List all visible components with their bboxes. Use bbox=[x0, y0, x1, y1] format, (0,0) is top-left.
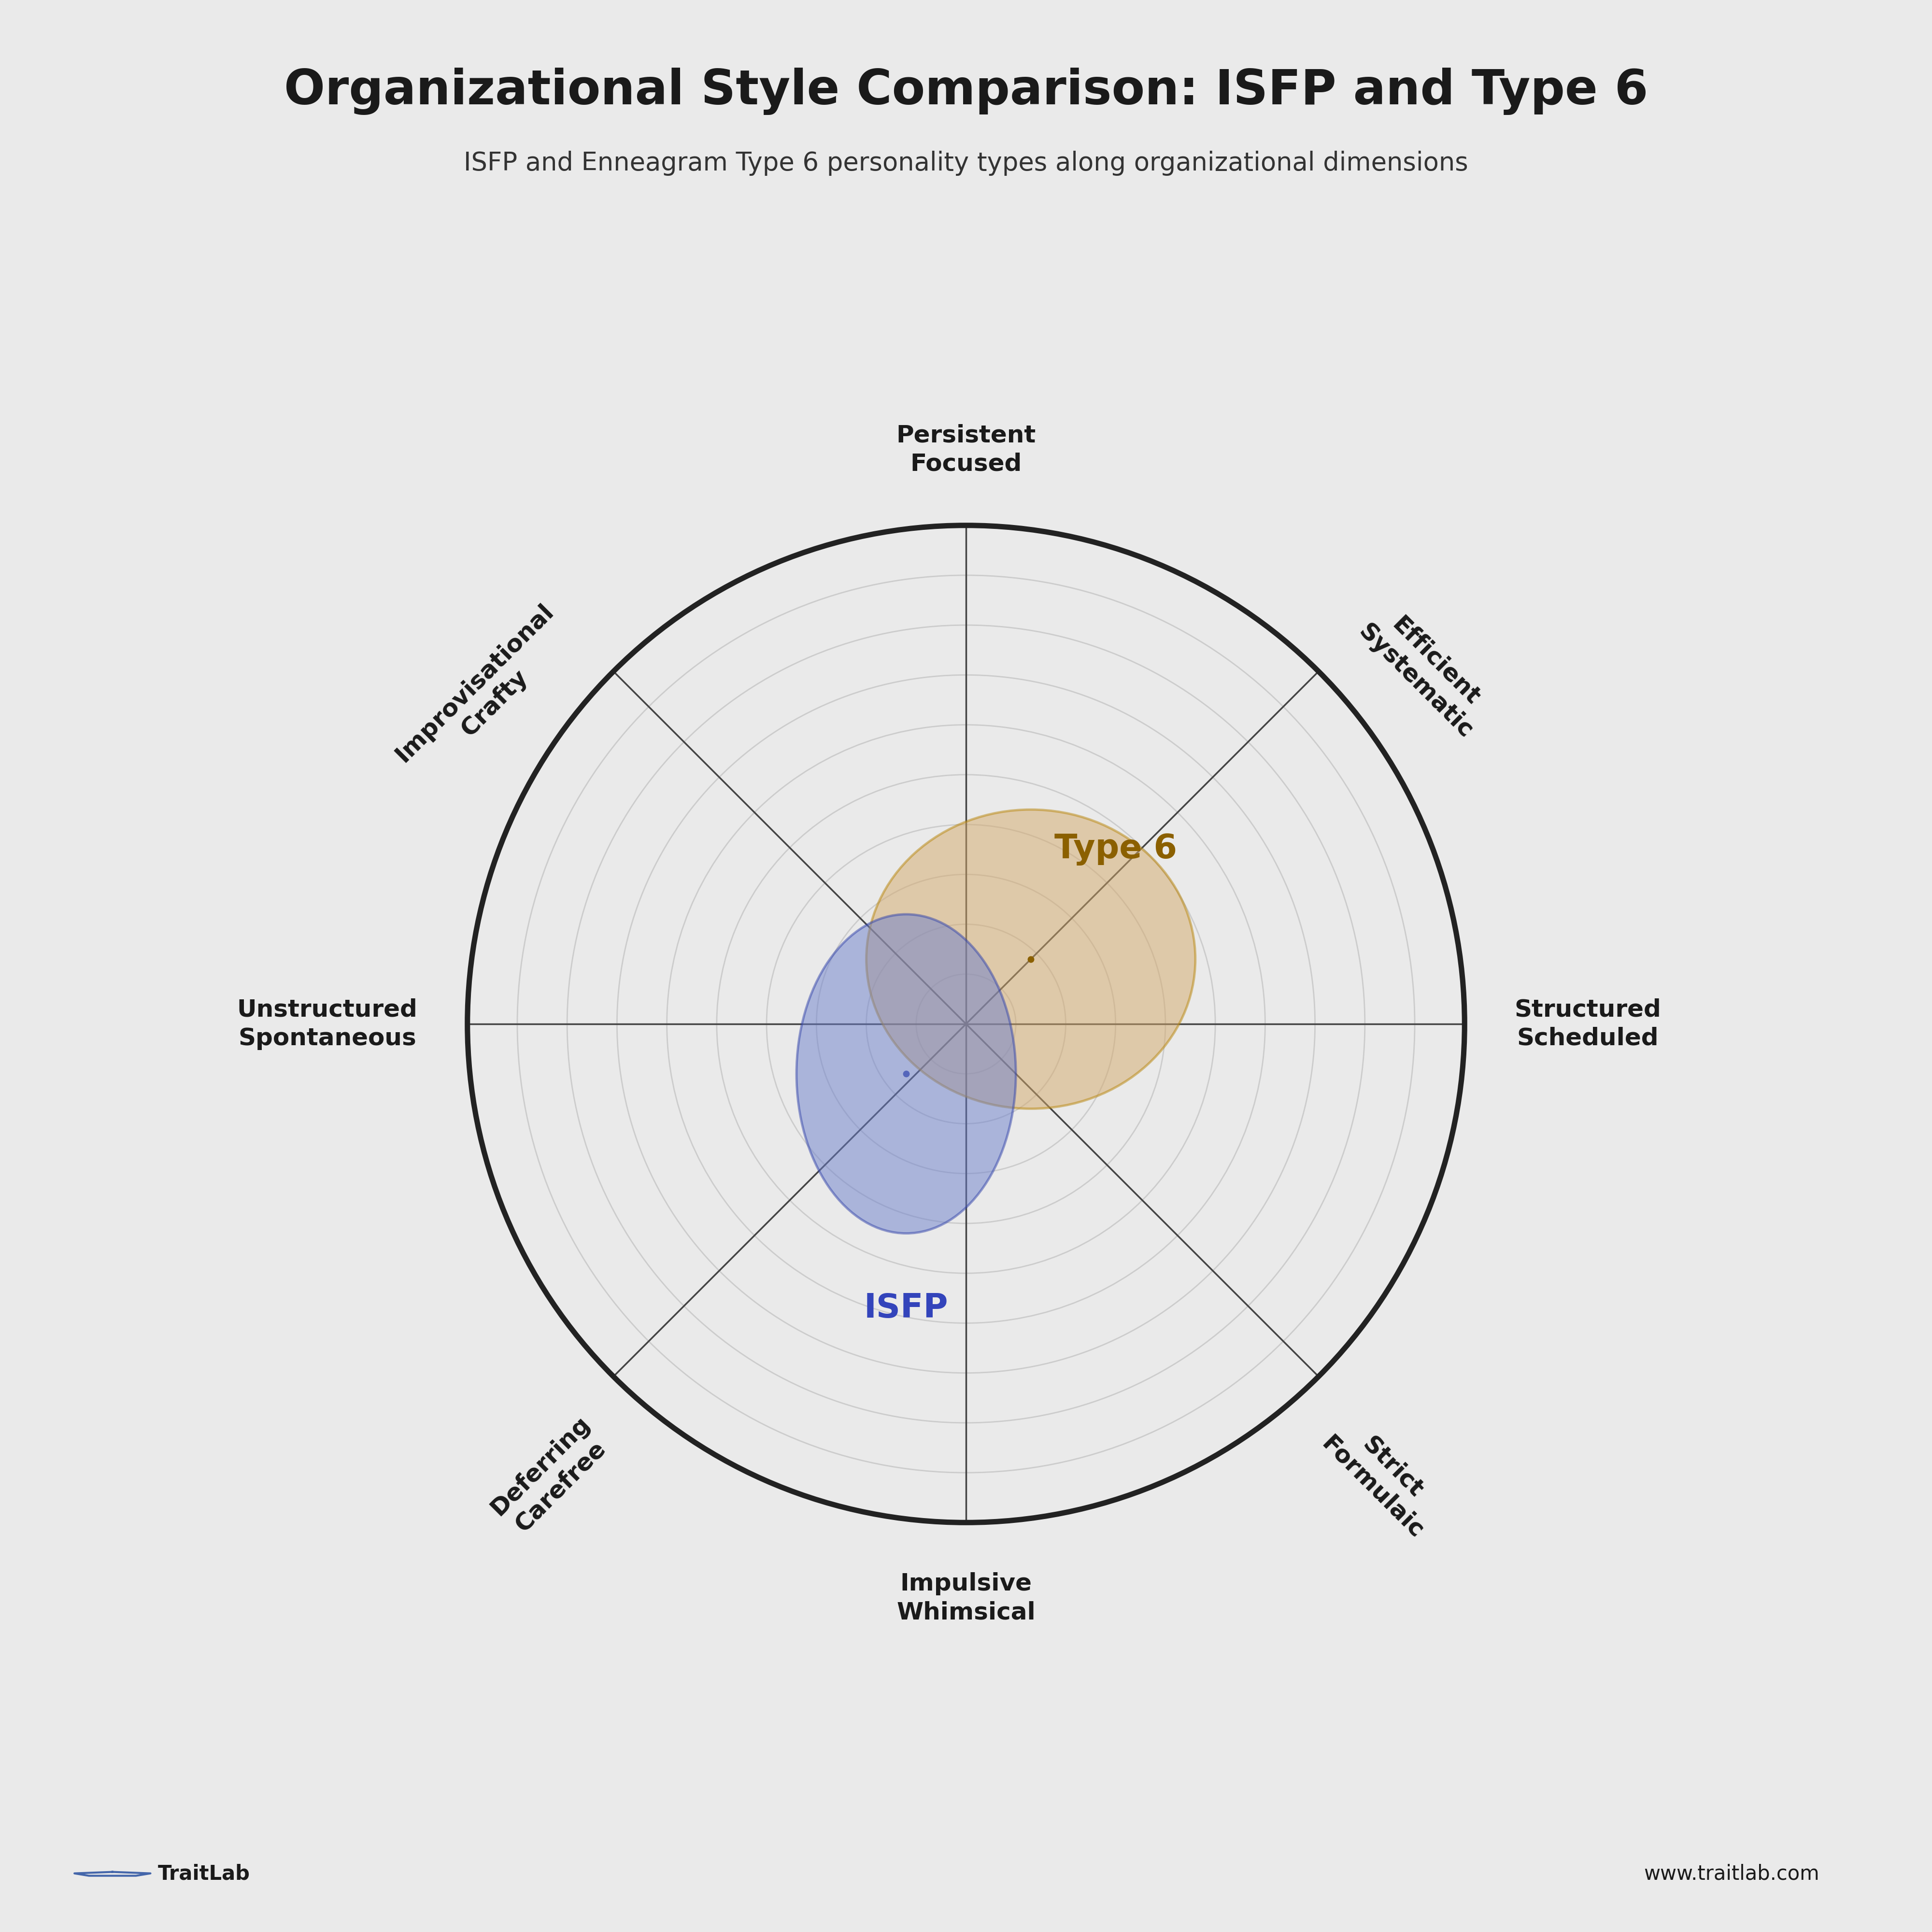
Text: www.traitlab.com: www.traitlab.com bbox=[1644, 1864, 1820, 1884]
Text: ISFP: ISFP bbox=[864, 1293, 949, 1323]
Text: TraitLab: TraitLab bbox=[158, 1864, 249, 1884]
Text: Organizational Style Comparison: ISFP and Type 6: Organizational Style Comparison: ISFP an… bbox=[284, 68, 1648, 116]
Text: Deferring
Carefree: Deferring Carefree bbox=[487, 1412, 614, 1540]
Ellipse shape bbox=[796, 914, 1016, 1233]
Text: Efficient
Systematic: Efficient Systematic bbox=[1354, 599, 1497, 744]
Ellipse shape bbox=[866, 810, 1196, 1109]
Text: Improvisational
Crafty: Improvisational Crafty bbox=[390, 599, 578, 786]
Text: Structured
Scheduled: Structured Scheduled bbox=[1515, 999, 1662, 1049]
Text: Unstructured
Spontaneous: Unstructured Spontaneous bbox=[238, 999, 417, 1049]
Text: Persistent
Focused: Persistent Focused bbox=[896, 423, 1036, 475]
Text: ISFP and Enneagram Type 6 personality types along organizational dimensions: ISFP and Enneagram Type 6 personality ty… bbox=[464, 151, 1468, 176]
Point bbox=[1016, 943, 1047, 974]
Text: Impulsive
Whimsical: Impulsive Whimsical bbox=[896, 1573, 1036, 1625]
Text: Type 6: Type 6 bbox=[1055, 833, 1177, 866]
Text: Strict
Formulaic: Strict Formulaic bbox=[1318, 1412, 1449, 1544]
Point bbox=[891, 1059, 922, 1090]
